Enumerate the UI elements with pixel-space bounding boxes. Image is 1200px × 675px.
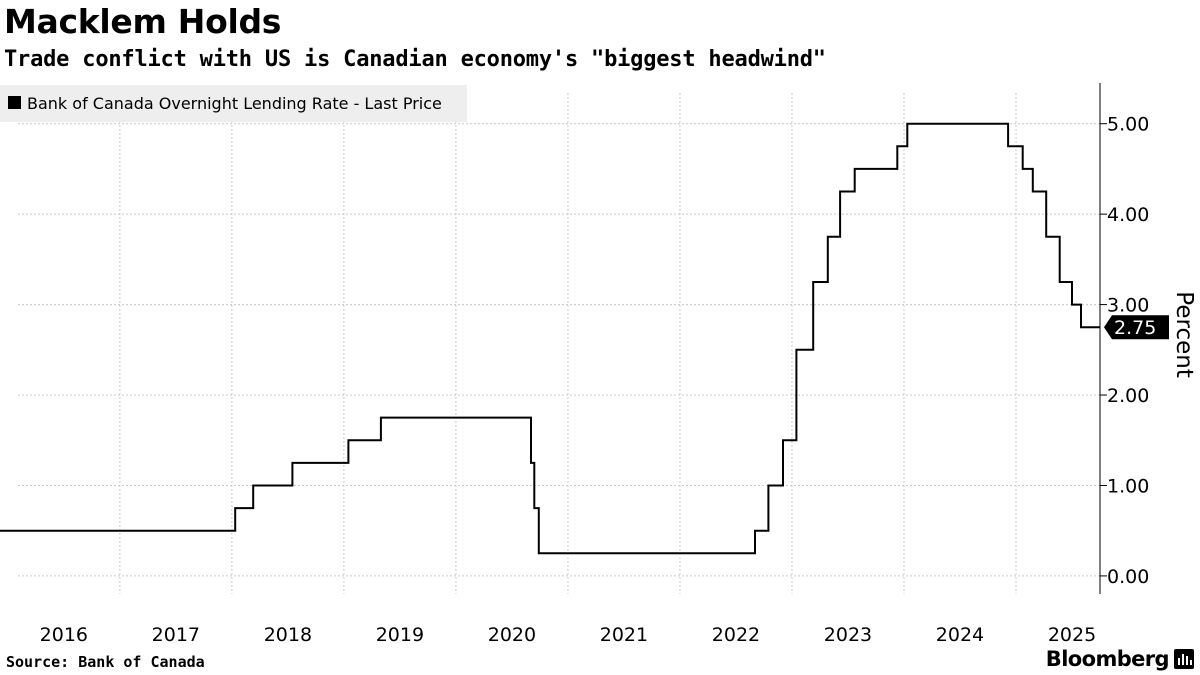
x-tick-label: 2024 [936, 624, 984, 646]
y-tick-label: 5.00 [1107, 114, 1149, 136]
x-tick-label: 2017 [152, 624, 200, 646]
x-tick-label: 2022 [712, 624, 760, 646]
x-tick-label: 2019 [376, 624, 424, 646]
y-tick-label: 0.00 [1107, 566, 1149, 588]
y-tick-label: 3.00 [1107, 295, 1149, 317]
x-tick-label: 2016 [40, 624, 88, 646]
chart-title: Macklem Holds [4, 2, 282, 41]
series-line [0, 122, 1100, 555]
x-tick-label: 2023 [824, 624, 872, 646]
x-tick-label: 2018 [264, 624, 312, 646]
y-tick-label: 2.00 [1107, 385, 1149, 407]
source-note: Source: Bank of Canada [6, 653, 205, 671]
gridlines [18, 93, 1100, 594]
x-tick-label: 2025 [1048, 624, 1096, 646]
x-tick-label: 2021 [600, 624, 648, 646]
chart-subtitle: Trade conflict with US is Canadian econo… [4, 47, 826, 72]
legend-swatch [8, 96, 21, 109]
brand-name: Bloomberg [1045, 647, 1170, 671]
terminal-icon [1174, 649, 1194, 669]
series-layer: 2.75 [0, 122, 1169, 555]
y-tick-label: 1.00 [1107, 475, 1149, 497]
y-tick-label: 4.00 [1107, 204, 1149, 226]
y-axis-label: Percent [1171, 291, 1197, 378]
last-value-tag [1104, 315, 1169, 340]
axes: 0.00 1.00 2.00 3.00 4.00 5.00 2016 2017 2018 2019… [40, 83, 1149, 646]
last-value-label: 2.75 [1114, 317, 1156, 339]
legend-box [0, 85, 467, 122]
legend-label: Bank of Canada Overnight Lending Rate - … [27, 94, 442, 113]
x-tick-label: 2020 [488, 624, 536, 646]
brand-logo: Bloomberg [1046, 646, 1194, 672]
